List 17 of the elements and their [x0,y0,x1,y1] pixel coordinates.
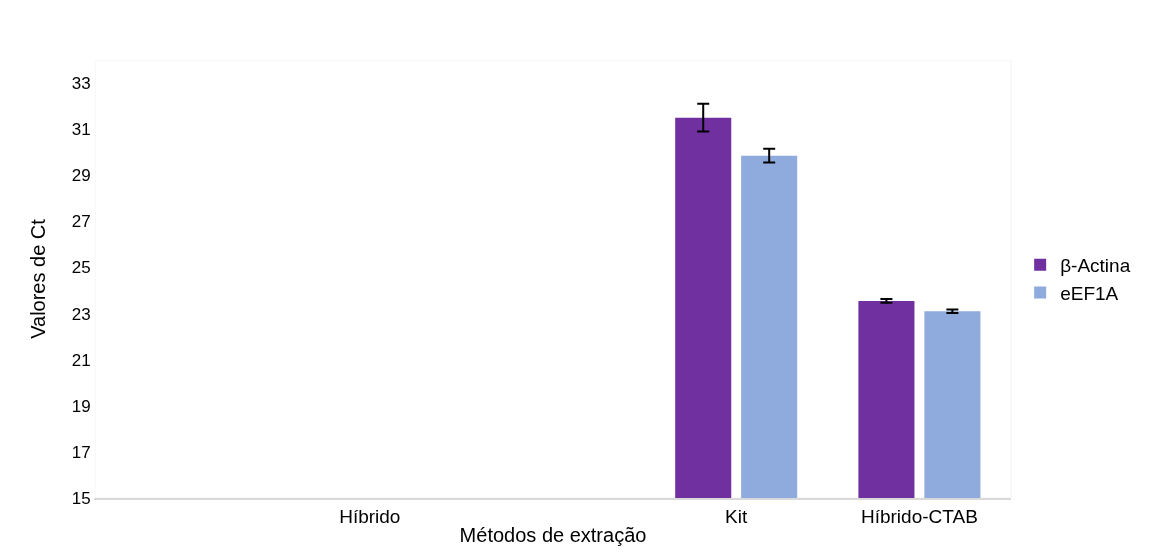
x-tick-label: Híbrido-CTAB [860,505,978,527]
y-tick-label: 19 [71,396,91,416]
y-axis-title: Valores de Ct [27,218,49,339]
x-tick-label: Híbrido [339,505,401,527]
y-tick-label: 23 [71,304,91,324]
legend-label: eEF1A [1060,282,1119,304]
y-tick-label: 29 [71,166,91,186]
x-axis-title: Métodos de extração [459,523,647,546]
y-tick-label: 21 [71,350,91,370]
y-tick-label: 17 [71,442,91,462]
y-tick-label: 15 [71,488,91,508]
y-tick-label: 33 [71,74,91,93]
y-tick-label: 31 [71,120,91,140]
x-tick-label: Kit [725,505,748,527]
y-tick-label: 25 [71,258,91,278]
y-tick-label: 27 [71,212,91,232]
legend-label: β-Actina [1060,255,1131,277]
